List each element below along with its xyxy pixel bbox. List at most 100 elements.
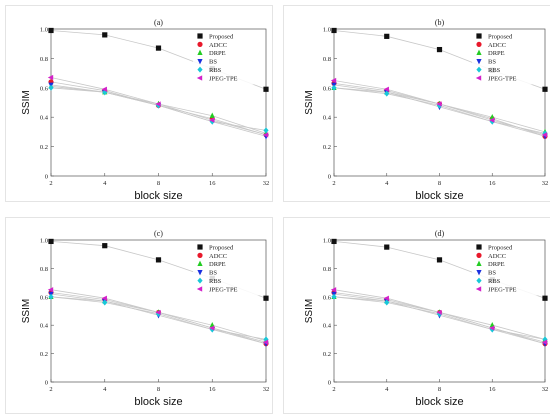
chart-svg: (c) 0 0.2 0.4 0.6 0.8 1.0 2 4 8 16 32 block size SSIM…: [21, 229, 270, 408]
legend-label: BS: [488, 59, 496, 66]
data-point-proposed: [542, 86, 548, 92]
chart-title: (b): [435, 18, 445, 27]
legend-label: RBS: [488, 67, 501, 74]
y-tick-label: 0.2: [323, 351, 331, 358]
legend-marker: [197, 270, 203, 276]
legend-label: JPEG-TPE: [488, 75, 517, 82]
data-point-proposed: [263, 295, 269, 301]
legend-label: ADCC: [209, 253, 227, 260]
x-tick-label: 32: [542, 180, 549, 187]
x-tick-label: 8: [157, 386, 160, 393]
legend-marker: [197, 41, 203, 48]
chart-panel-3: (c) 0 0.2 0.4 0.6 0.8 1.0 2 4 8 16 32 block size SSIM…: [5, 217, 273, 414]
data-point-jpeg-tpe: [383, 86, 389, 92]
series-line-bs: [50, 293, 267, 345]
data-point-rbs: [48, 84, 54, 91]
legend-marker: [476, 252, 482, 258]
chart-svg: (a) 0 0.2 0.4 0.6 0.8 1.0 2 4 8 16 32 block size SSIM…: [21, 18, 269, 202]
legend-label: Proposed: [488, 244, 513, 251]
legend-label: DRPE: [488, 261, 505, 268]
legend-marker: [197, 59, 203, 65]
data-point-jpeg-tpe: [101, 86, 107, 92]
data-point-jpeg-tpe: [489, 325, 495, 331]
legend-label: Proposed: [209, 244, 234, 251]
y-tick-label: 0: [45, 380, 48, 387]
legend-marker: [197, 260, 203, 266]
legend-marker: [476, 244, 482, 250]
x-tick-label: 8: [438, 386, 441, 393]
legend-label: ADCC: [488, 253, 506, 260]
data-point-rbs: [263, 127, 269, 134]
y-tick-label: 1.0: [323, 238, 331, 245]
x-tick-label: 2: [49, 386, 52, 393]
legend-marker: [476, 66, 482, 73]
data-point-jpeg-tpe: [47, 74, 54, 81]
data-point-proposed: [436, 257, 443, 263]
legend-marker: [197, 252, 203, 258]
data-point-jpeg-tpe: [436, 309, 442, 316]
data-point-jpeg-tpe: [436, 101, 442, 107]
data-point-proposed: [48, 238, 54, 245]
data-point-jpeg-tpe: [489, 117, 495, 123]
legend-marker: [197, 66, 203, 73]
chart-panel-1: (a) 0 0.2 0.4 0.6 0.8 1.0 2 4 8 16 32 block size SSIM…: [5, 5, 273, 202]
y-tick-label: 0.2: [40, 144, 48, 151]
data-point-proposed: [331, 27, 337, 34]
chart-title: (d): [435, 229, 445, 238]
y-tick-label: 1.0: [40, 27, 48, 34]
chart-svg: (d) 0 0.2 0.4 0.6 0.8 1.0 2 4 8 16 32 block size SSIM…: [304, 229, 548, 408]
data-point-proposed: [48, 27, 54, 34]
y-tick-label: 1.0: [40, 238, 48, 245]
data-point-jpeg-tpe: [47, 287, 54, 293]
x-tick-label: 2: [49, 180, 52, 187]
chart-title: (c): [154, 229, 163, 238]
y-tick-label: 0.4: [40, 323, 49, 330]
x-tick-label: 2: [332, 180, 335, 187]
series-line-bs: [50, 84, 267, 137]
legend-label: JPEG-TPE: [488, 286, 517, 293]
data-point-rbs: [331, 293, 337, 300]
y-axis-label: SSIM: [304, 90, 315, 114]
data-point-proposed: [384, 244, 390, 250]
y-tick-label: 0.4: [323, 115, 332, 122]
data-point-jpeg-tpe: [262, 339, 269, 345]
x-tick-label: 8: [438, 180, 441, 187]
y-tick-label: 0: [328, 380, 331, 387]
data-point-jpeg-tpe: [209, 117, 215, 123]
x-tick-label: 16: [209, 386, 216, 393]
data-point-proposed: [155, 45, 162, 51]
data-point-jpeg-tpe: [541, 339, 548, 345]
y-axis-label: SSIM: [21, 299, 32, 323]
data-point-rbs: [384, 299, 390, 306]
data-point-proposed: [542, 295, 548, 301]
y-tick-label: 0.8: [323, 56, 331, 63]
series-line-rbs: [50, 87, 267, 131]
legend-marker: [197, 277, 203, 284]
x-axis-label: block size: [415, 190, 463, 201]
legend-label: BS: [488, 270, 496, 277]
data-point-jpeg-tpe: [155, 309, 161, 316]
legend-label: BS: [209, 59, 217, 66]
data-point-proposed: [331, 238, 337, 245]
data-point-proposed: [384, 33, 390, 39]
x-tick-label: 4: [103, 180, 107, 187]
y-tick-label: 0: [328, 174, 331, 181]
legend-label: BS: [209, 270, 217, 277]
chart-panel-2: (b) 0 0.2 0.4 0.6 0.8 1.0 2 4 8 16 32 block size SSIM…: [283, 5, 550, 202]
x-axis-label: block size: [134, 396, 182, 408]
legend: [472, 31, 544, 85]
data-point-jpeg-tpe: [262, 132, 269, 138]
x-tick-label: 32: [263, 386, 270, 393]
data-point-jpeg-tpe: [209, 325, 215, 331]
legend-label: DRPE: [488, 50, 505, 57]
legend-label: Proposed: [209, 33, 234, 40]
data-point-jpeg-tpe: [101, 295, 107, 301]
data-point-proposed: [102, 243, 108, 249]
data-point-proposed: [155, 257, 162, 263]
chart-svg: (b) 0 0.2 0.4 0.6 0.8 1.0 2 4 8 16 32 block size SSIM…: [304, 18, 549, 202]
legend-marker: [196, 75, 203, 81]
legend-marker: [476, 270, 482, 276]
y-tick-label: 0.6: [40, 294, 49, 301]
legend: [193, 31, 265, 85]
